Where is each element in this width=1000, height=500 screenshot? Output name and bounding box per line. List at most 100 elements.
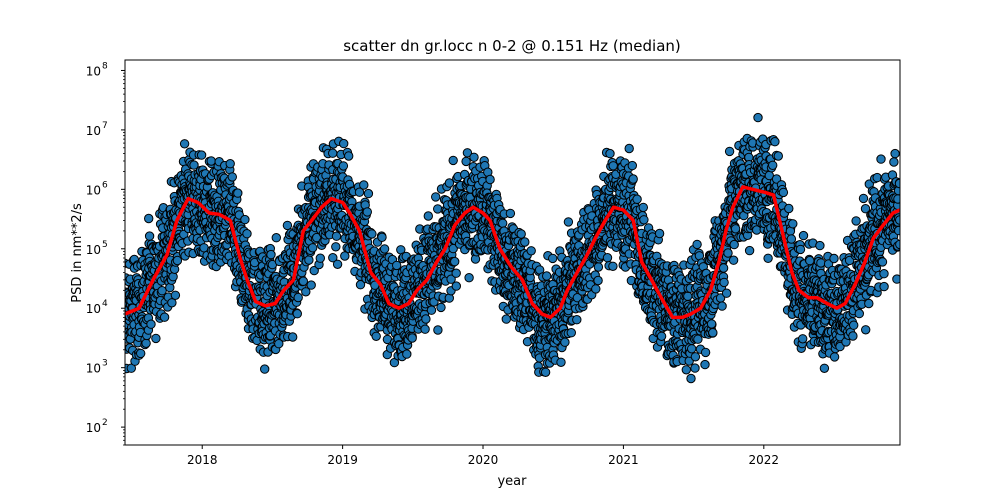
scatter-point: [628, 174, 638, 184]
scatter-point: [157, 286, 167, 296]
y-tick-exponent: 5: [102, 240, 108, 250]
scatter-point: [144, 231, 155, 241]
scatter-point: [298, 276, 308, 286]
scatter-point: [788, 219, 798, 229]
scatter-point: [798, 334, 808, 344]
scatter-point: [240, 214, 250, 225]
scatter-point: [501, 314, 511, 324]
scatter-point: [516, 229, 526, 239]
y-tick-exponent: 8: [102, 61, 108, 71]
y-tick-label: 10: [86, 183, 101, 197]
scatter-point: [718, 263, 729, 273]
scatter-point: [744, 245, 755, 256]
scatter-point: [556, 357, 566, 367]
scatter-point: [548, 253, 558, 264]
scatter-point: [167, 298, 177, 308]
scatter-point: [719, 277, 729, 288]
scatter-point: [172, 255, 183, 266]
scatter-point: [624, 143, 634, 154]
scatter-point: [708, 328, 718, 338]
scatter-point: [778, 187, 789, 198]
scatter-point: [423, 211, 433, 221]
scatter-point: [288, 332, 298, 342]
x-tick-label: 2022: [749, 453, 780, 467]
x-ticks: 2018 2019 2020 2021 2022: [187, 445, 779, 467]
scatter-point: [784, 203, 794, 214]
scatter-point: [392, 260, 402, 271]
scatter-point: [485, 174, 495, 185]
scatter-point: [260, 364, 270, 374]
scatter-point: [421, 314, 431, 324]
scatter-point: [328, 253, 338, 263]
scatter-point: [339, 138, 349, 149]
scatter-point: [407, 333, 417, 343]
scatter-point: [700, 359, 710, 370]
scatter-point: [851, 216, 861, 226]
scatter-point: [879, 281, 889, 292]
scatter-point: [861, 325, 871, 335]
scatter-point: [639, 215, 649, 225]
y-tick-label: 10: [86, 64, 101, 78]
scatter-point: [894, 225, 900, 236]
scatter-point: [795, 244, 806, 255]
scatter-point: [593, 262, 604, 272]
scatter-point: [354, 187, 365, 197]
scatter-point: [858, 193, 869, 204]
y-tick-exponent: 3: [102, 359, 108, 369]
scatter-point: [266, 249, 276, 260]
scatter-point: [377, 232, 387, 243]
scatter-point: [189, 160, 199, 170]
scatter-point: [683, 291, 693, 301]
y-tick-exponent: 6: [102, 180, 108, 190]
scatter-point: [819, 363, 830, 373]
scatter-point: [656, 331, 667, 341]
x-tick-label: 2020: [468, 453, 499, 467]
scatter-point: [816, 258, 826, 268]
scatter-point: [332, 259, 343, 269]
scatter-point: [805, 255, 815, 266]
scatter-point: [170, 290, 181, 300]
scatter-point: [724, 146, 735, 157]
scatter-point: [304, 255, 314, 265]
scatter-point: [464, 273, 474, 283]
scatter-point: [889, 157, 899, 167]
x-axis-label: year: [497, 474, 527, 489]
scatter-point: [890, 148, 900, 159]
scatter-point: [144, 213, 154, 224]
scatter-point: [815, 240, 825, 251]
scatter-point: [692, 239, 702, 250]
scatter-point: [572, 315, 582, 325]
scatter-point: [151, 333, 161, 344]
scatter-point: [864, 298, 874, 309]
scatter-point: [498, 218, 508, 229]
y-axis-label: PSD in nm**2/s: [70, 203, 85, 303]
scatter-point: [331, 231, 342, 241]
scatter-point: [627, 160, 637, 171]
scatter-point: [773, 151, 783, 161]
scatter-point: [242, 229, 252, 239]
scatter-point: [632, 194, 642, 204]
x-tick-label: 2019: [327, 453, 358, 467]
scatter-point: [608, 161, 618, 171]
scatter-point: [520, 237, 530, 247]
scatter-point: [451, 268, 461, 278]
scatter-point: [681, 365, 691, 375]
scatter-point: [763, 253, 773, 263]
scatter-point: [593, 275, 603, 286]
scatter-point: [271, 233, 281, 243]
scatter-point: [469, 152, 479, 163]
scatter-point: [687, 344, 697, 354]
scatter-point: [893, 194, 900, 204]
scatter-point: [451, 281, 461, 291]
scatter-point: [274, 339, 284, 349]
scatter-point: [331, 242, 341, 252]
scatter-point: [344, 151, 354, 161]
scatter-point: [448, 155, 458, 166]
scatter-point: [436, 302, 446, 313]
scatter-point: [693, 334, 703, 344]
scatter-point: [371, 331, 381, 341]
scatter-point: [431, 192, 441, 202]
scatter-point: [690, 363, 700, 373]
scatter-point: [854, 308, 864, 319]
scatter-point: [420, 324, 430, 334]
